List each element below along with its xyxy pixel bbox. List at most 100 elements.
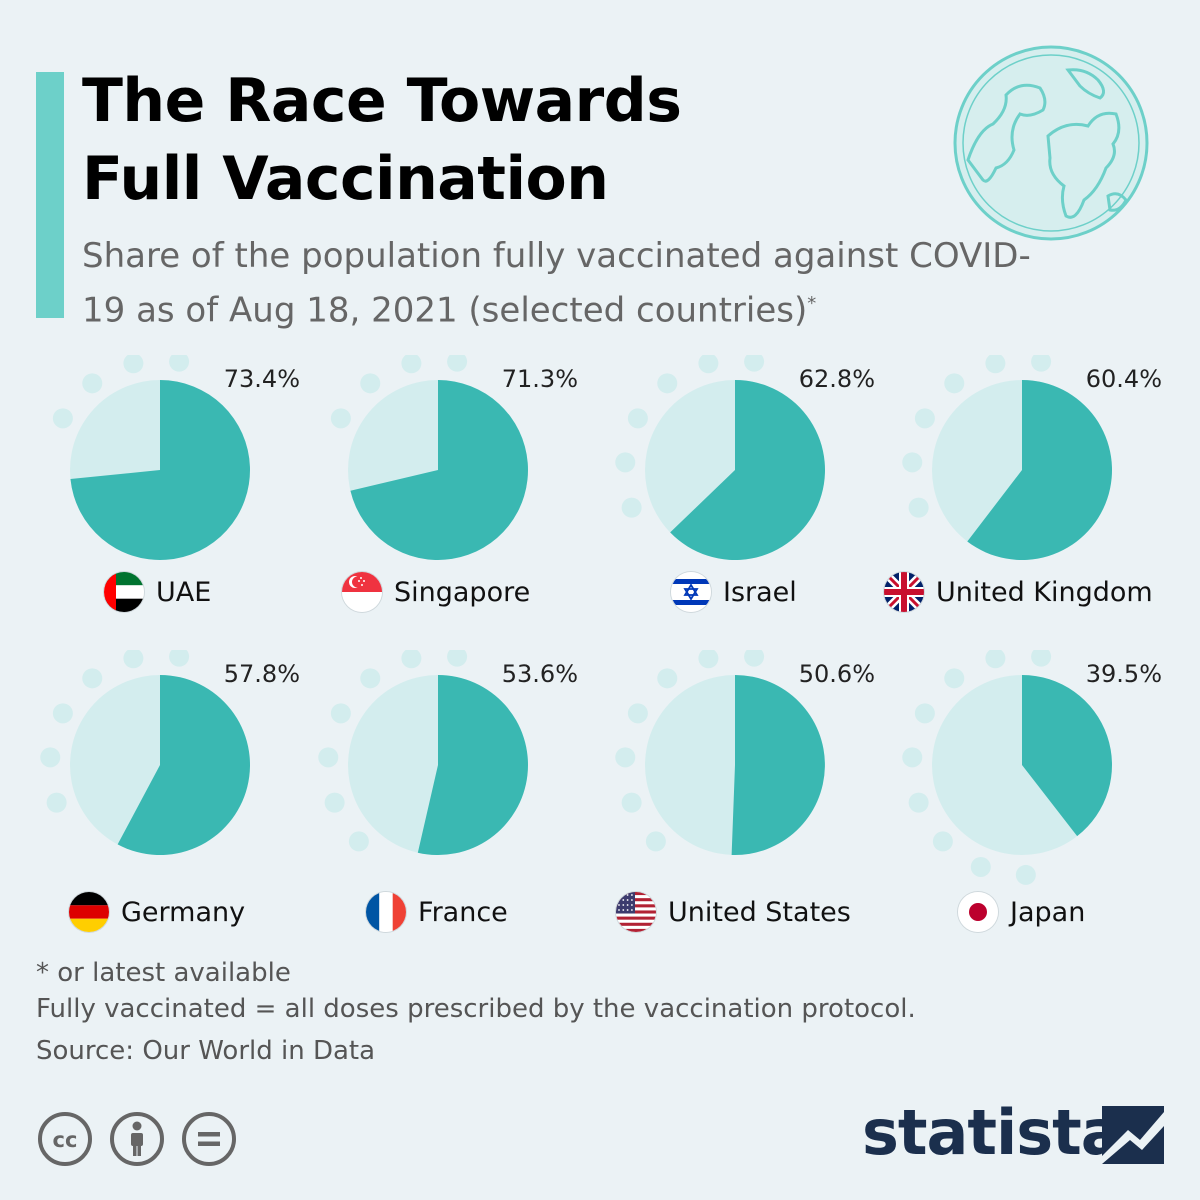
country-label: Singapore xyxy=(342,572,530,612)
title-line-1: The Race Towards xyxy=(82,66,682,136)
decorative-dot xyxy=(52,408,73,429)
country-name: UAE xyxy=(156,576,212,608)
decorative-dot xyxy=(401,650,422,669)
pie-chart xyxy=(902,650,1112,885)
pie-cell-israel: 62.8% xyxy=(585,355,875,665)
decorative-dot xyxy=(1031,650,1052,667)
decorative-dot xyxy=(744,355,765,372)
decorative-dot xyxy=(627,408,648,429)
decorative-dot xyxy=(908,497,929,518)
no-derivatives-icon[interactable] xyxy=(180,1110,238,1168)
pie-vaccinated-slice xyxy=(1022,675,1112,837)
decorative-dot xyxy=(1015,864,1036,885)
country-label: United Kingdom xyxy=(884,572,1153,612)
decorative-dot xyxy=(657,668,678,689)
france-flag-icon xyxy=(366,892,406,932)
decorative-dot xyxy=(123,355,144,374)
decorative-dot xyxy=(447,355,468,372)
decorative-dot xyxy=(944,373,965,394)
globe-icon xyxy=(953,45,1149,241)
title-accent-bar xyxy=(36,72,64,318)
decorative-dot xyxy=(985,650,1006,669)
decorative-dot xyxy=(615,452,636,473)
decorative-dot xyxy=(52,703,73,724)
subtitle-text: Share of the population fully vaccinated… xyxy=(82,236,1031,331)
pie-vaccinated-slice xyxy=(731,675,825,855)
decorative-dot xyxy=(698,650,719,669)
footnote-definition: Fully vaccinated = all doses prescribed … xyxy=(36,994,916,1024)
attribution-icon[interactable] xyxy=(108,1110,166,1168)
decorative-dot xyxy=(970,856,991,877)
pie-value-label: 71.3% xyxy=(501,365,578,393)
country-name: Germany xyxy=(121,896,246,928)
decorative-dot xyxy=(348,831,369,852)
israel-flag-icon xyxy=(671,572,711,612)
country-label: United States xyxy=(616,892,851,932)
pie-cell-united-states: 50.6% xyxy=(585,650,875,960)
decorative-dot xyxy=(82,668,103,689)
country-name: France xyxy=(418,896,508,928)
decorative-dot xyxy=(447,650,468,667)
germany-flag-icon xyxy=(69,892,109,932)
japan-flag-icon xyxy=(958,892,998,932)
footnote-latest: * or latest available xyxy=(36,958,291,988)
pie-value-label: 73.4% xyxy=(223,365,300,393)
decorative-dot xyxy=(744,650,765,667)
pie-vaccinated-slice xyxy=(967,380,1113,560)
decorative-dot xyxy=(318,747,339,768)
pie-chart xyxy=(615,355,825,560)
pie-value-label: 53.6% xyxy=(501,660,578,688)
decorative-dot xyxy=(627,703,648,724)
statista-logo[interactable]: statista xyxy=(862,1096,1123,1169)
decorative-dot xyxy=(645,831,666,852)
pie-vaccinated-slice xyxy=(417,675,528,855)
decorative-dot xyxy=(1031,355,1052,372)
country-label: Japan xyxy=(958,892,1085,932)
pie-chart xyxy=(52,355,250,560)
subtitle-footnote-mark: * xyxy=(807,293,817,314)
country-name: Singapore xyxy=(394,576,531,608)
decorative-dot xyxy=(615,747,636,768)
title-line-2: Full Vaccination xyxy=(82,144,609,214)
singapore-flag-icon xyxy=(342,572,382,612)
country-name: United States xyxy=(668,896,851,928)
pie-chart xyxy=(330,355,528,560)
decorative-dot xyxy=(914,703,935,724)
country-name: Israel xyxy=(723,576,797,608)
decorative-dot xyxy=(169,650,190,667)
decorative-dot xyxy=(324,792,345,813)
uk-flag-icon xyxy=(884,572,924,612)
pie-value-label: 57.8% xyxy=(223,660,300,688)
page-title: The Race Towards Full Vaccination xyxy=(82,62,682,218)
decorative-dot xyxy=(401,355,422,374)
cc-icon[interactable]: cc xyxy=(36,1110,94,1168)
decorative-dot xyxy=(330,703,351,724)
decorative-dot xyxy=(698,355,719,374)
decorative-dot xyxy=(902,747,923,768)
decorative-dot xyxy=(123,650,144,669)
decorative-dot xyxy=(657,373,678,394)
source-note: Source: Our World in Data xyxy=(36,1036,376,1066)
statista-mark-icon xyxy=(1102,1106,1164,1164)
country-name: United Kingdom xyxy=(936,576,1153,608)
decorative-dot xyxy=(985,355,1006,374)
subtitle: Share of the population fully vaccinated… xyxy=(82,232,1042,334)
decorative-dot xyxy=(621,497,642,518)
decorative-dot xyxy=(40,747,61,768)
decorative-dot xyxy=(46,792,67,813)
pie-chart xyxy=(40,650,250,855)
pie-cell-japan: 39.5% xyxy=(872,650,1162,960)
decorative-dot xyxy=(360,373,381,394)
pie-cell-singapore: 71.3% xyxy=(288,355,578,665)
decorative-dot xyxy=(944,668,965,689)
country-label: UAE xyxy=(104,572,211,612)
decorative-dot xyxy=(932,831,953,852)
decorative-dot xyxy=(169,355,190,372)
pie-cell-united-kingdom: 60.4% xyxy=(872,355,1162,665)
pie-vaccinated-slice xyxy=(70,380,250,560)
pie-cell-germany: 57.8% xyxy=(10,650,300,960)
pie-value-label: 62.8% xyxy=(798,365,875,393)
decorative-dot xyxy=(330,408,351,429)
pie-chart xyxy=(615,650,825,855)
decorative-dot xyxy=(908,792,929,813)
